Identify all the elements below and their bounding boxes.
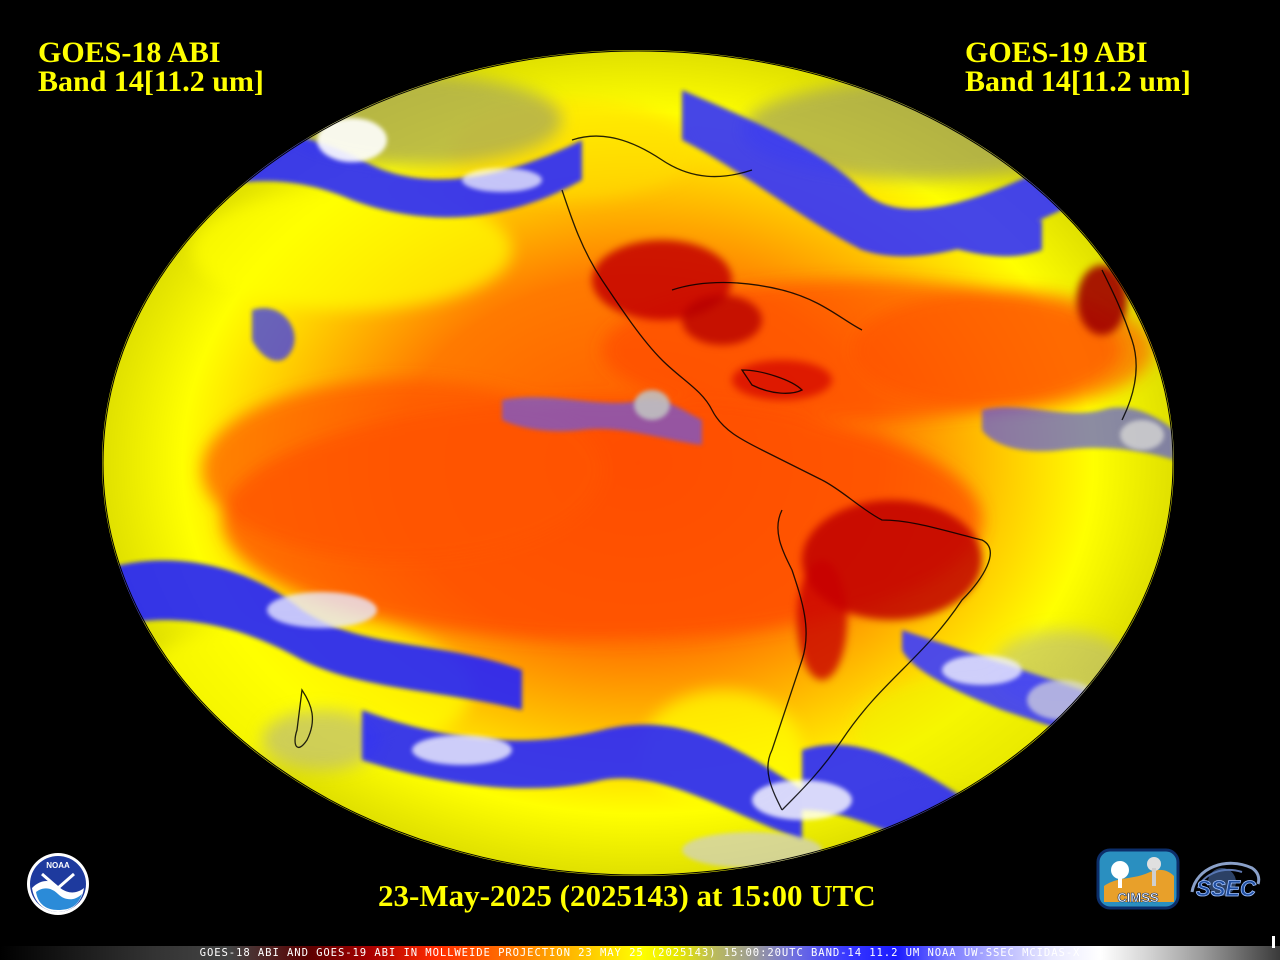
left-satellite-title: GOES-18 ABI Band 14[11.2 um]	[38, 36, 264, 98]
right-band-label: Band 14[11.2 um]	[965, 65, 1191, 98]
image-timestamp: 23-May-2025 (2025143) at 15:00 UTC	[378, 878, 876, 913]
cimss-logo: CIMSS	[1096, 848, 1180, 910]
left-band-label: Band 14[11.2 um]	[38, 65, 264, 98]
image-footer-caption: GOES-18 ABI AND GOES-19 ABI IN MOLLWEIDE…	[199, 947, 1081, 959]
svg-text:NOAA: NOAA	[46, 861, 70, 870]
ssec-logo: SSEC	[1190, 861, 1261, 901]
left-satellite-name: GOES-18 ABI	[38, 36, 221, 69]
ssec-logo-text: SSEC	[1196, 876, 1257, 901]
right-satellite-name: GOES-19 ABI	[965, 36, 1148, 69]
cimss-logo-text: CIMSS	[1117, 890, 1159, 905]
temperature-color-bar	[0, 946, 1280, 960]
noaa-logo: NOAA	[27, 853, 89, 915]
right-satellite-title: GOES-19 ABI Band 14[11.2 um]	[965, 36, 1191, 98]
mollweide-globe	[102, 50, 1174, 876]
color-bar-end-marker	[1272, 936, 1275, 948]
